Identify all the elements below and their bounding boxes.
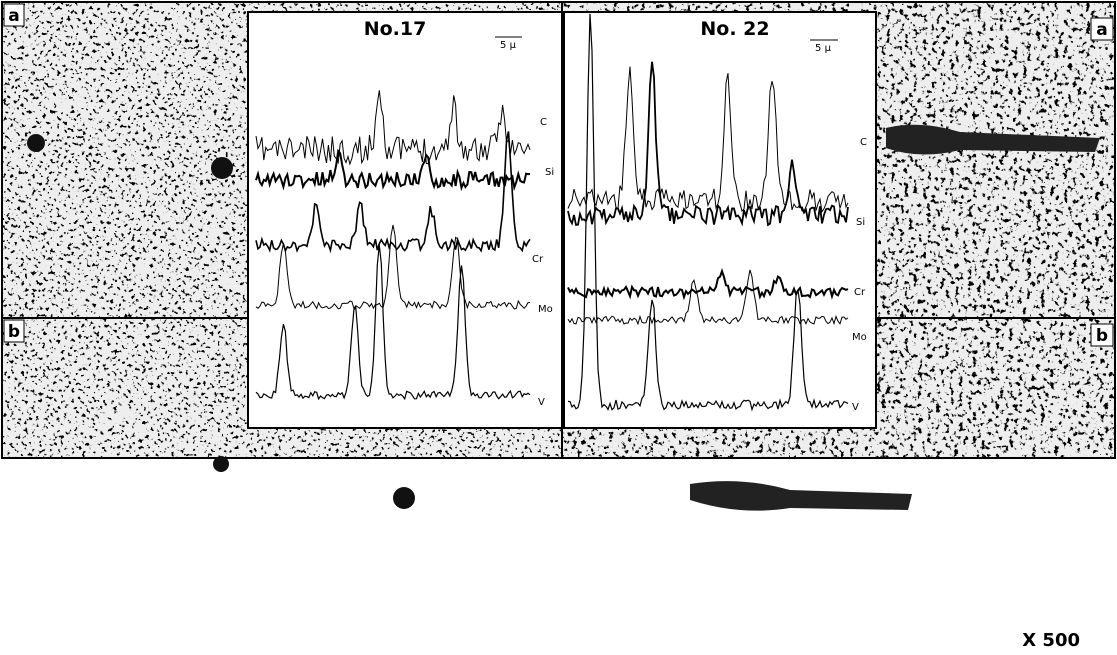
trace <box>255 131 531 254</box>
label-text: a <box>8 6 19 26</box>
label-text: a <box>1096 20 1107 40</box>
inclusion <box>393 487 415 509</box>
scale-label: 5 µ <box>500 40 517 51</box>
inset-title: No. 22 <box>700 18 769 40</box>
panel-label: a <box>1090 17 1114 41</box>
trace <box>567 61 849 227</box>
scale-label: 5 µ <box>815 43 832 54</box>
trace <box>255 90 531 166</box>
magnification: X 500 <box>1022 630 1080 651</box>
trace-label: Si <box>545 167 554 178</box>
line-scan-inset: No.17 5 µ C Si Cr Mo V <box>247 11 563 429</box>
line-scan-inset: No. 22 5 µ C Si Cr Mo V <box>563 11 877 429</box>
inclusion <box>27 134 45 152</box>
trace-label: Cr <box>854 287 866 298</box>
trace-label: C <box>540 117 547 128</box>
inset-title: No.17 <box>364 18 427 40</box>
trace <box>567 66 849 214</box>
trace-label: Si <box>856 217 865 228</box>
trace-label: Cr <box>532 254 544 265</box>
trace <box>255 148 531 192</box>
trace <box>255 245 531 401</box>
stringer <box>886 124 1100 155</box>
panel-label: b <box>3 319 25 343</box>
inclusion <box>213 456 229 472</box>
label-text: b <box>1096 326 1108 346</box>
trace <box>255 224 531 310</box>
trace-label: V <box>852 402 859 413</box>
panel-label: b <box>1090 323 1114 347</box>
trace <box>567 13 849 412</box>
label-text: b <box>8 322 20 342</box>
trace-label: V <box>538 397 545 408</box>
trace <box>567 267 849 301</box>
trace-label: Mo <box>538 304 553 315</box>
trace-label: Mo <box>852 332 867 343</box>
trace-label: C <box>860 137 867 148</box>
inclusion <box>211 157 233 179</box>
stringer <box>690 481 912 511</box>
panel-label: a <box>3 3 25 27</box>
